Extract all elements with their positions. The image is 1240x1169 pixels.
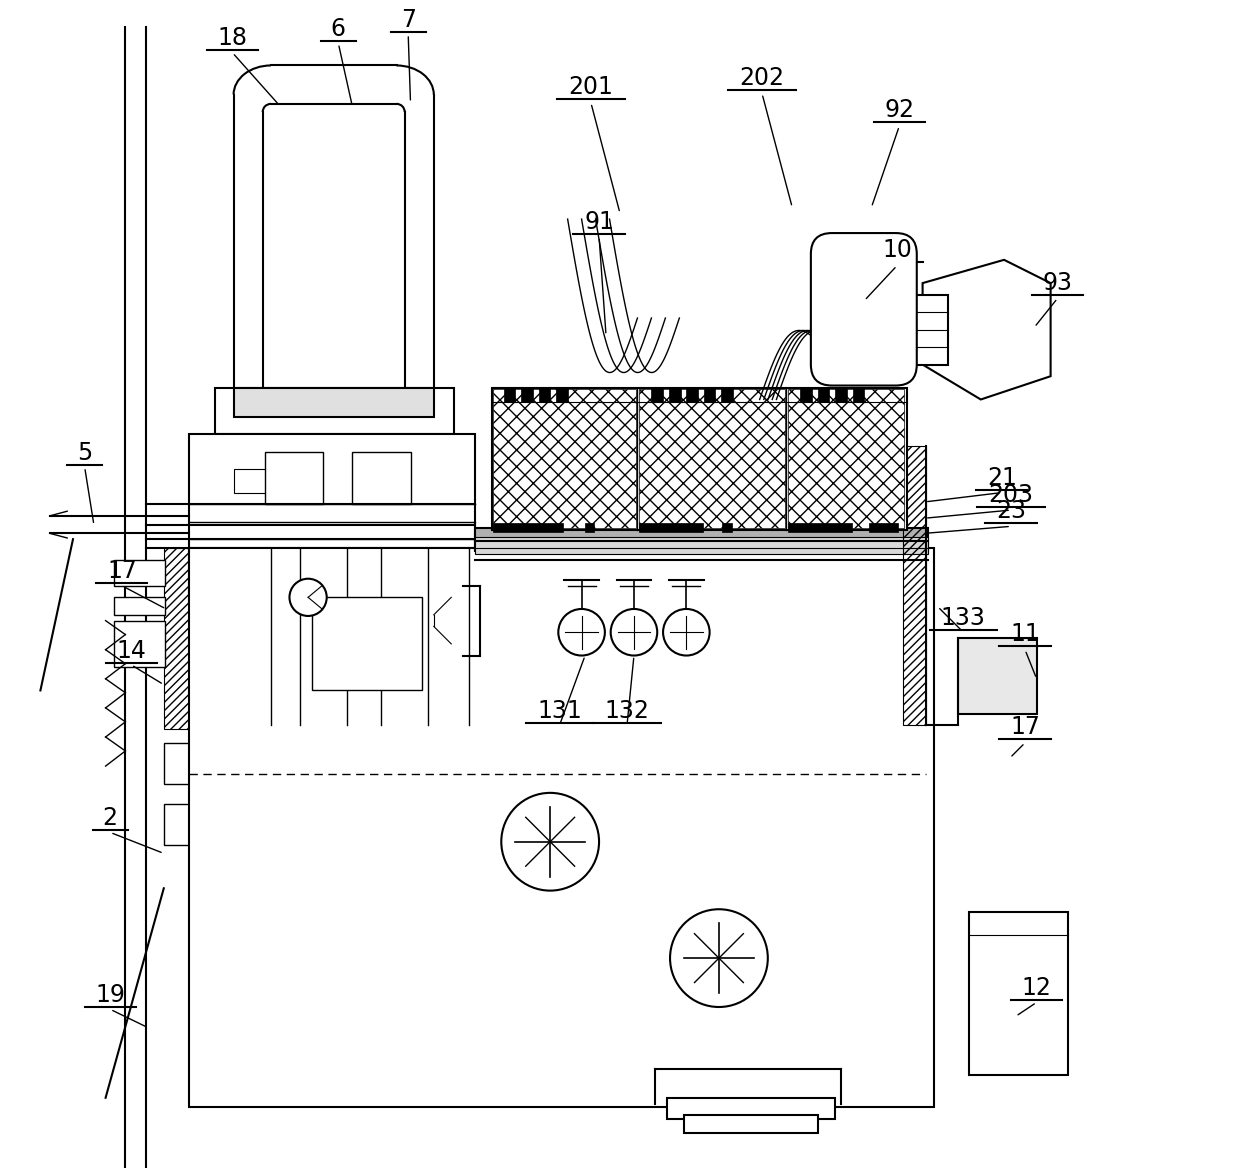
Bar — [164, 804, 190, 845]
Bar — [787, 523, 852, 532]
Bar — [787, 389, 904, 527]
Wedge shape — [290, 597, 326, 616]
FancyBboxPatch shape — [811, 233, 916, 386]
Bar — [494, 523, 563, 532]
Bar — [311, 597, 422, 691]
Bar — [836, 388, 847, 402]
Bar — [164, 548, 190, 728]
Text: 92: 92 — [884, 98, 914, 123]
Bar — [233, 388, 434, 417]
Text: 132: 132 — [605, 699, 650, 724]
Circle shape — [670, 909, 768, 1007]
Text: 17: 17 — [1011, 715, 1040, 739]
Bar — [722, 388, 733, 402]
Text: 21: 21 — [987, 466, 1017, 490]
Polygon shape — [923, 260, 1050, 400]
Bar — [352, 452, 410, 504]
Bar — [475, 537, 929, 554]
Text: 11: 11 — [1011, 622, 1040, 646]
Bar — [970, 912, 1068, 1074]
Bar — [957, 638, 1037, 714]
Bar — [114, 597, 165, 615]
Bar — [704, 388, 715, 402]
Text: 17: 17 — [107, 560, 136, 583]
Bar — [818, 388, 830, 402]
Bar — [723, 523, 732, 532]
Text: 5: 5 — [77, 441, 92, 464]
Bar — [684, 1115, 818, 1133]
Text: 202: 202 — [739, 65, 785, 90]
Bar — [492, 388, 908, 530]
Text: 2: 2 — [103, 807, 118, 830]
Bar — [475, 527, 929, 551]
Bar — [903, 447, 926, 725]
Circle shape — [558, 609, 605, 656]
Bar — [639, 523, 703, 532]
Bar — [190, 435, 475, 603]
Bar — [503, 388, 516, 402]
Text: 10: 10 — [882, 238, 911, 262]
Bar — [114, 621, 165, 667]
Text: 19: 19 — [95, 983, 125, 1007]
Bar — [164, 742, 190, 783]
Text: 12: 12 — [1022, 976, 1052, 999]
Text: 133: 133 — [941, 606, 986, 630]
Text: 93: 93 — [1043, 271, 1073, 295]
Bar — [233, 469, 269, 492]
Text: 131: 131 — [537, 699, 582, 724]
Bar — [494, 389, 636, 527]
Bar — [667, 1098, 836, 1119]
Text: 23: 23 — [996, 499, 1025, 523]
Bar — [190, 548, 934, 1107]
Bar — [521, 388, 533, 402]
Circle shape — [501, 793, 599, 891]
Bar — [651, 388, 663, 402]
Bar — [639, 389, 785, 527]
Bar — [538, 388, 551, 402]
Bar — [800, 388, 812, 402]
Text: 6: 6 — [331, 18, 346, 41]
Text: 91: 91 — [584, 210, 614, 234]
Bar — [853, 388, 864, 402]
Bar — [668, 388, 681, 402]
Text: 201: 201 — [568, 75, 614, 99]
Bar — [556, 388, 568, 402]
Text: 14: 14 — [117, 638, 146, 663]
Circle shape — [663, 609, 709, 656]
Text: 203: 203 — [988, 483, 1034, 506]
Bar — [895, 295, 949, 365]
Circle shape — [289, 579, 326, 616]
Bar — [215, 388, 454, 435]
Circle shape — [610, 609, 657, 656]
Bar — [585, 523, 594, 532]
Bar — [869, 523, 898, 532]
Bar — [233, 469, 269, 492]
Text: 7: 7 — [401, 8, 415, 32]
Bar — [114, 560, 165, 586]
Bar — [686, 388, 698, 402]
Bar — [265, 452, 324, 504]
Text: 18: 18 — [217, 27, 248, 50]
